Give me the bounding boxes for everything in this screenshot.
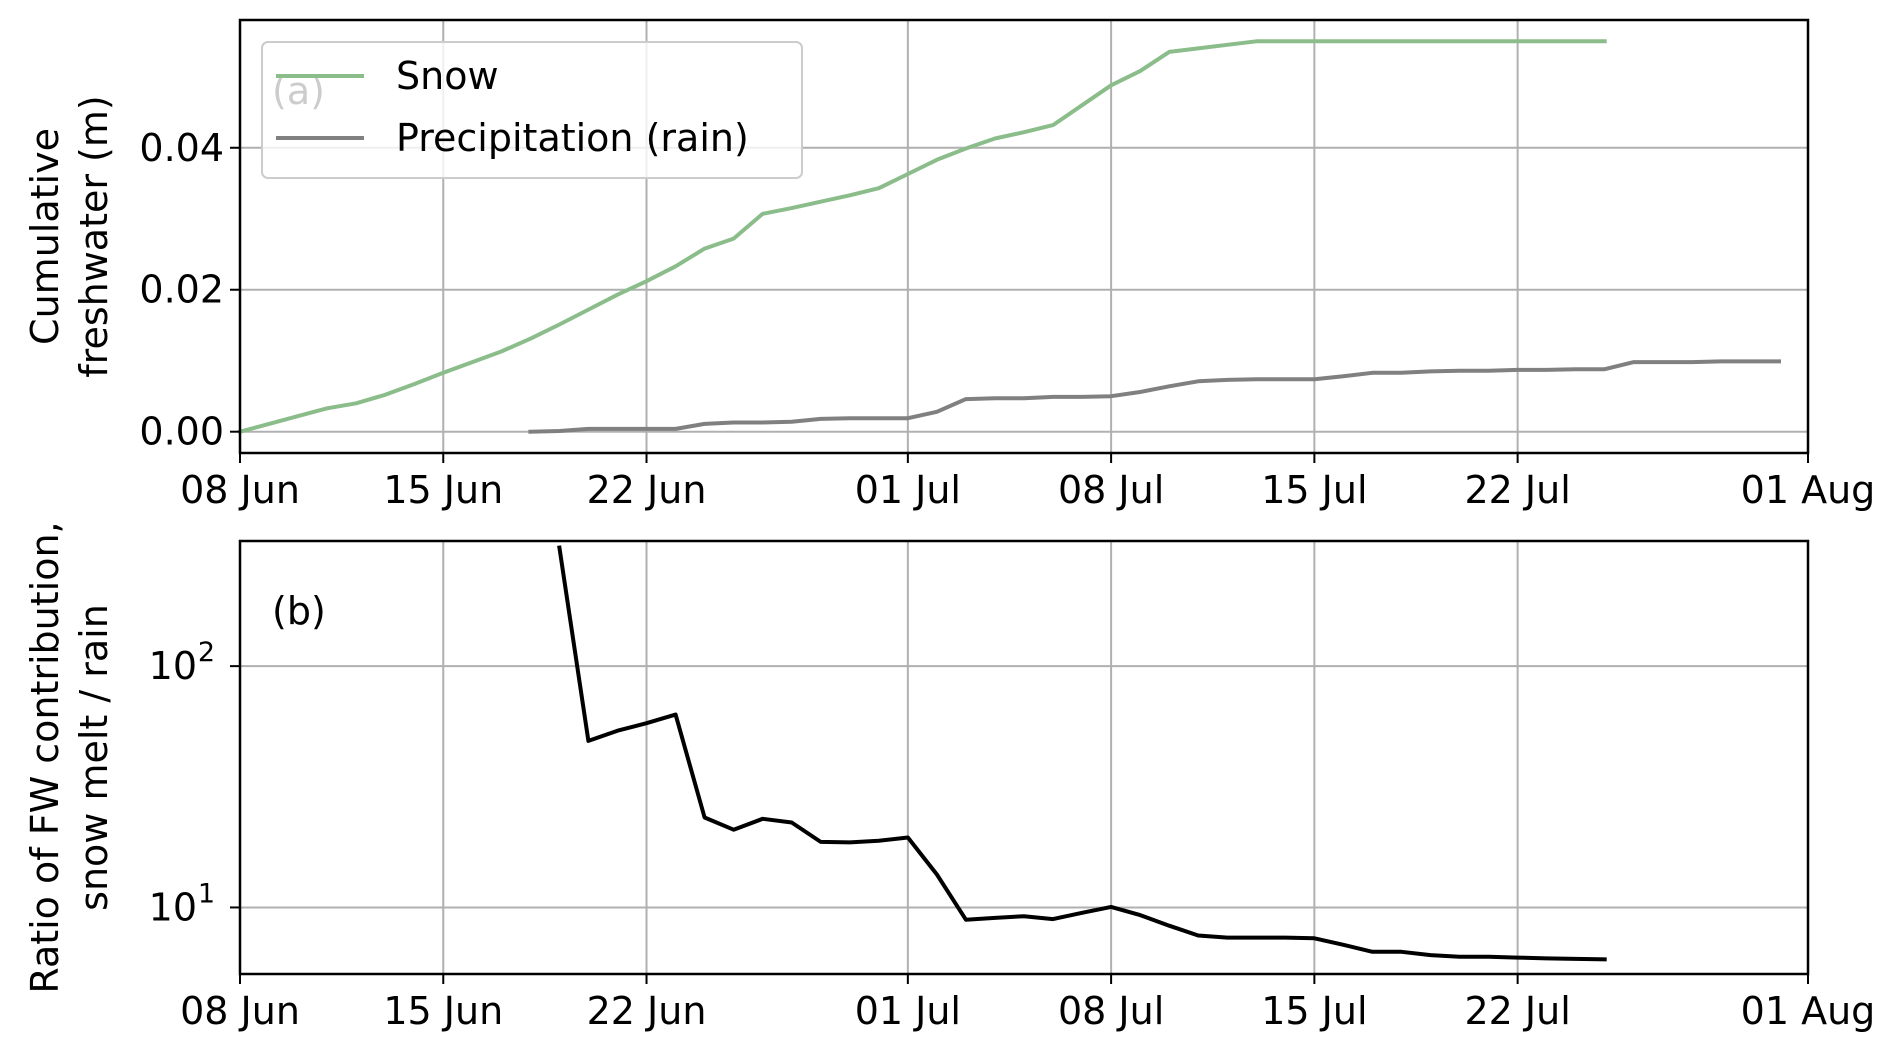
- x-tick-label: 22 Jun: [587, 468, 707, 512]
- y-tick-label: 0.04: [139, 126, 224, 170]
- panel-label: (b): [272, 589, 326, 633]
- x-tick-label: 08 Jun: [180, 468, 300, 512]
- x-tick-label: 22 Jul: [1464, 989, 1570, 1033]
- legend-box: [261, 41, 803, 179]
- legend: Snow Precipitation (rain): [261, 41, 803, 179]
- y-tick-label: 10: [149, 644, 197, 688]
- plot-frame: [238, 18, 1810, 455]
- series-line-ratio: [557, 545, 1607, 962]
- panel-a: 08 Jun 15 Jun 22 Jun 01 Jul 08 Jul 15 Jul 22 J…: [23, 18, 1876, 512]
- y-axis-label: freshwater (m): [72, 95, 116, 377]
- y-tick-label: 10: [149, 885, 197, 929]
- panel-b: 08 Jun 15 Jun 22 Jun 01 Jul 08 Jul 15 Jul 22 J…: [23, 521, 1875, 1033]
- y-axis-label: Cumulative: [23, 128, 67, 345]
- legend-entry: Precipitation (rain): [396, 116, 749, 160]
- x-tick-label: 15 Jun: [383, 989, 503, 1033]
- x-tick-label: 01 Aug: [1741, 468, 1876, 512]
- x-tick-label: 15 Jul: [1261, 989, 1367, 1033]
- x-tick-label: 22 Jul: [1464, 468, 1570, 512]
- y-axis-label: snow melt / rain: [72, 604, 116, 911]
- x-tick-label: 01 Jul: [855, 468, 961, 512]
- y-axis-label: Ratio of FW contribution,: [23, 521, 67, 993]
- x-tick-label: 01 Aug: [1741, 989, 1876, 1033]
- y-tick-exponent: 2: [198, 637, 215, 668]
- x-tick-label: 15 Jul: [1261, 468, 1367, 512]
- x-tick-label: 01 Jul: [855, 989, 961, 1033]
- x-tick-label: 22 Jun: [587, 989, 707, 1033]
- y-tick-exponent: 1: [198, 878, 215, 909]
- plot-frame: [238, 539, 1810, 976]
- x-tick-label: 08 Jul: [1058, 989, 1164, 1033]
- x-tick-label: 08 Jul: [1058, 468, 1164, 512]
- series-line-precipitation-rain: [528, 359, 1781, 434]
- x-tick-label: 15 Jun: [383, 468, 503, 512]
- legend-entry: Snow: [396, 54, 499, 98]
- x-tick-label: 08 Jun: [180, 989, 300, 1033]
- y-tick-label: 0.00: [139, 410, 224, 454]
- y-tick-label: 0.02: [139, 268, 224, 312]
- series-line-snow: [237, 39, 1607, 435]
